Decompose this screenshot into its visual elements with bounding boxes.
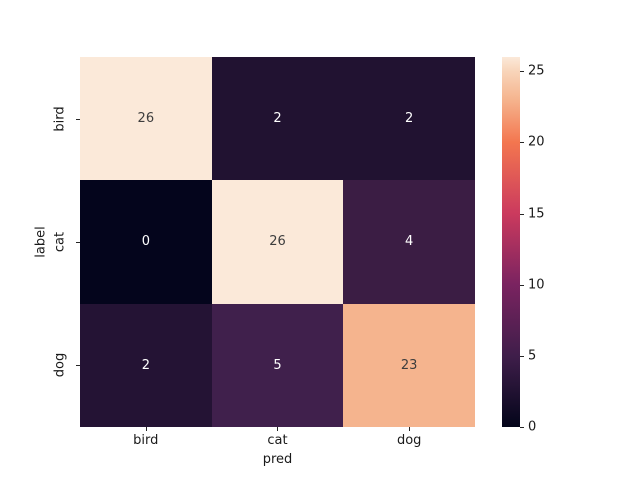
y-tick-label: dog <box>52 353 68 378</box>
x-axis-tick <box>409 427 410 431</box>
colorbar-tick-label: 10 <box>528 277 545 293</box>
heatmap-cell: 26 <box>80 57 212 181</box>
x-axis-title: pred <box>262 452 293 467</box>
y-tick-label: cat <box>52 231 68 253</box>
y-tick-label: bird <box>52 106 68 132</box>
cell-value: 2 <box>141 357 150 373</box>
x-axis-tick <box>277 427 278 431</box>
heatmap-cell: 26 <box>211 180 344 304</box>
y-axis-tick <box>76 365 80 366</box>
y-axis-title: label <box>33 226 49 258</box>
cell-value: 2 <box>405 111 414 127</box>
colorbar-tick-label: 0 <box>528 419 537 435</box>
colorbar-tick-label: 15 <box>528 206 545 221</box>
x-tick-label: dog <box>396 433 422 448</box>
heatmap: 26 2 2 0 26 4 2 5 23 <box>80 57 475 427</box>
cell-value: 23 <box>400 357 418 373</box>
colorbar-tick-label: 25 <box>528 63 545 79</box>
heatmap-cell: 23 <box>343 303 475 427</box>
colorbar-tick <box>520 284 524 286</box>
heatmap-cell: 5 <box>211 303 344 427</box>
x-axis-tick <box>145 427 147 431</box>
heatmap-cell: 2 <box>211 57 344 181</box>
colorbar-tick <box>520 71 524 72</box>
heatmap-cell: 0 <box>80 180 212 304</box>
colorbar-tick-label: 20 <box>528 134 545 150</box>
colorbar-tick <box>520 142 524 143</box>
cell-value: 4 <box>405 234 414 250</box>
colorbar-tick <box>520 355 524 357</box>
cell-value: 26 <box>137 111 155 127</box>
heatmap-cell: 4 <box>343 180 475 304</box>
cell-value: 0 <box>141 234 150 250</box>
colorbar-tick-label: 5 <box>528 348 537 364</box>
y-axis-tick <box>76 241 80 243</box>
cell-value: 26 <box>269 234 286 250</box>
x-tick-label: bird <box>133 433 159 448</box>
cell-value: 5 <box>273 357 282 373</box>
colorbar-tick <box>520 426 524 428</box>
x-tick-label: cat <box>267 433 288 448</box>
y-axis-tick <box>76 118 80 120</box>
cell-value: 2 <box>273 111 282 127</box>
colorbar <box>502 57 520 427</box>
colorbar-tick <box>520 213 524 215</box>
heatmap-cell: 2 <box>343 57 475 181</box>
heatmap-cell: 2 <box>80 303 212 427</box>
